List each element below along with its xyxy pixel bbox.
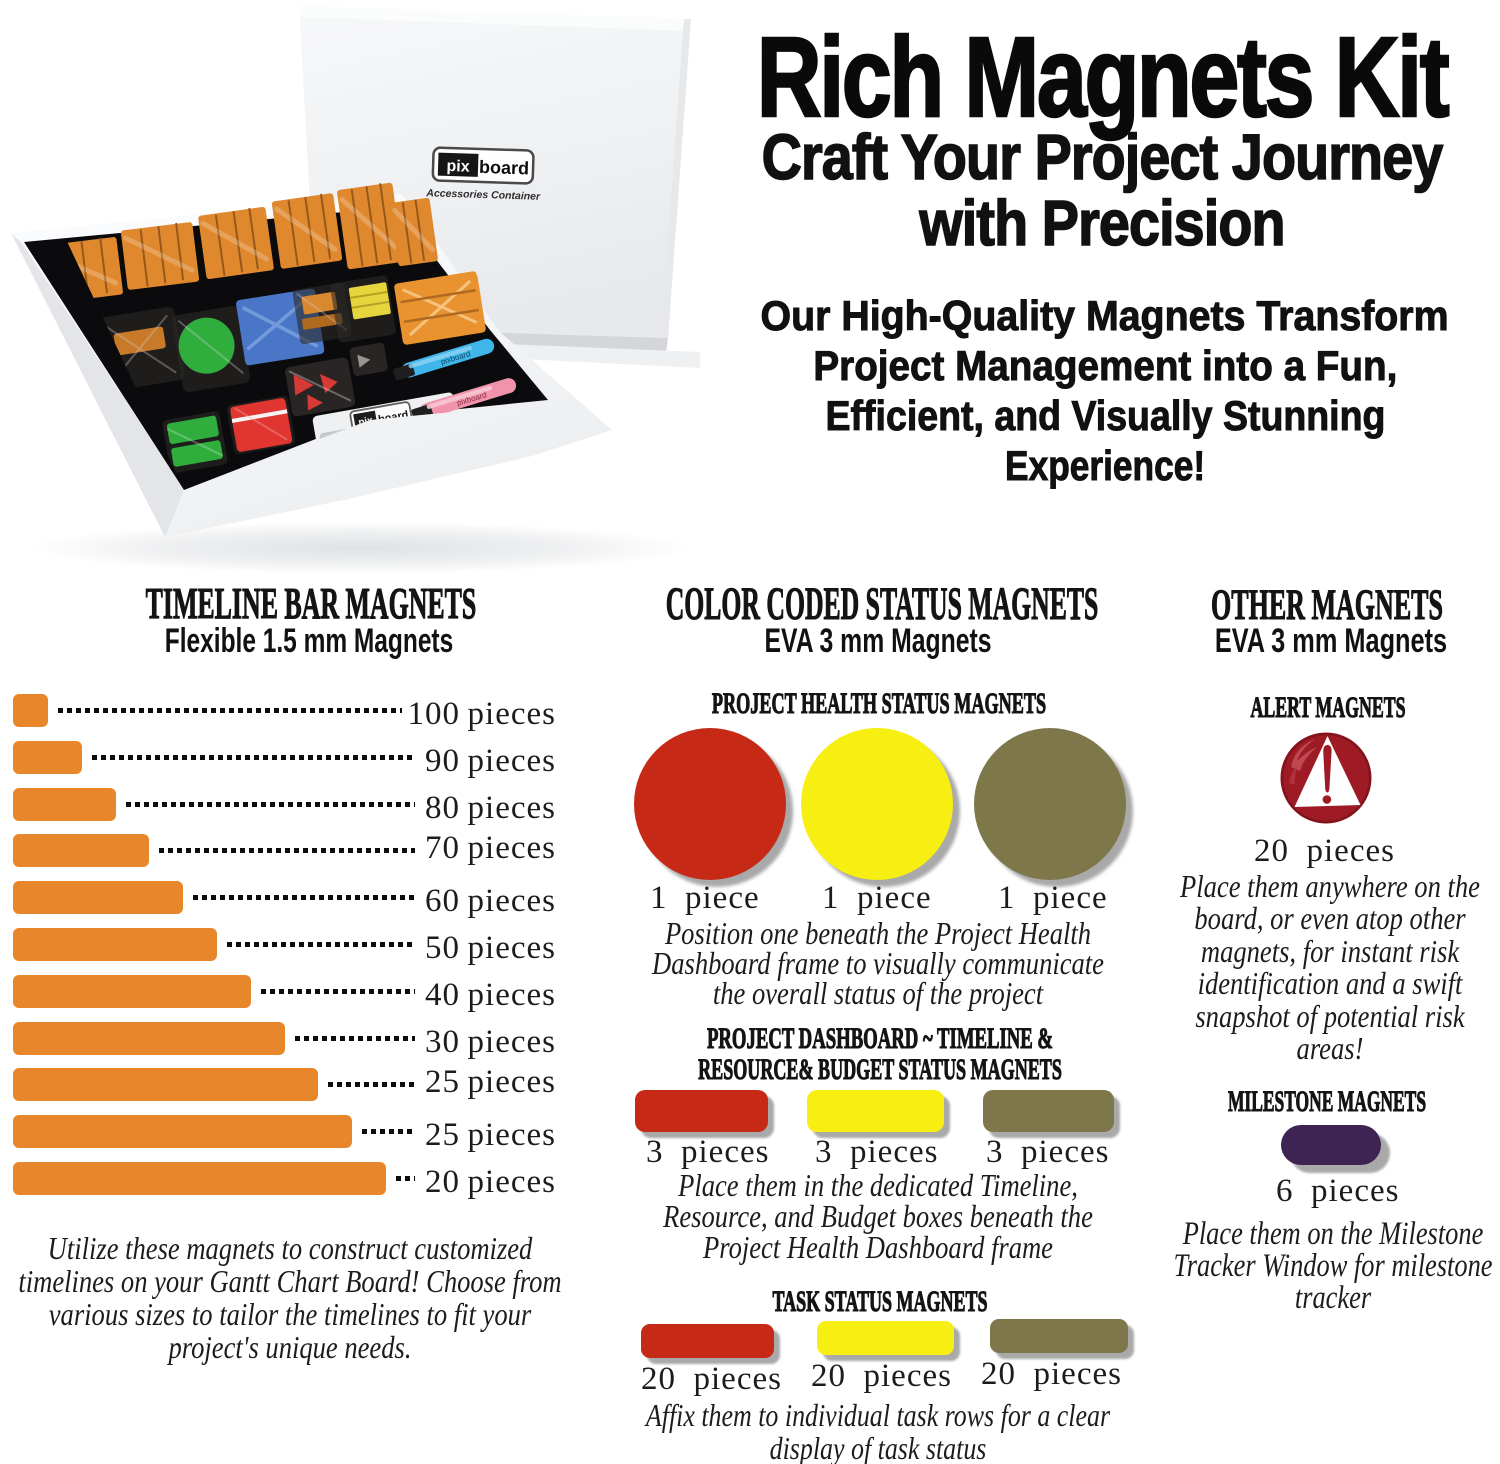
svg-text:pix: pix bbox=[446, 158, 470, 176]
svg-text:board: board bbox=[479, 157, 530, 179]
svg-text:Accessories Container: Accessories Container bbox=[425, 187, 541, 203]
